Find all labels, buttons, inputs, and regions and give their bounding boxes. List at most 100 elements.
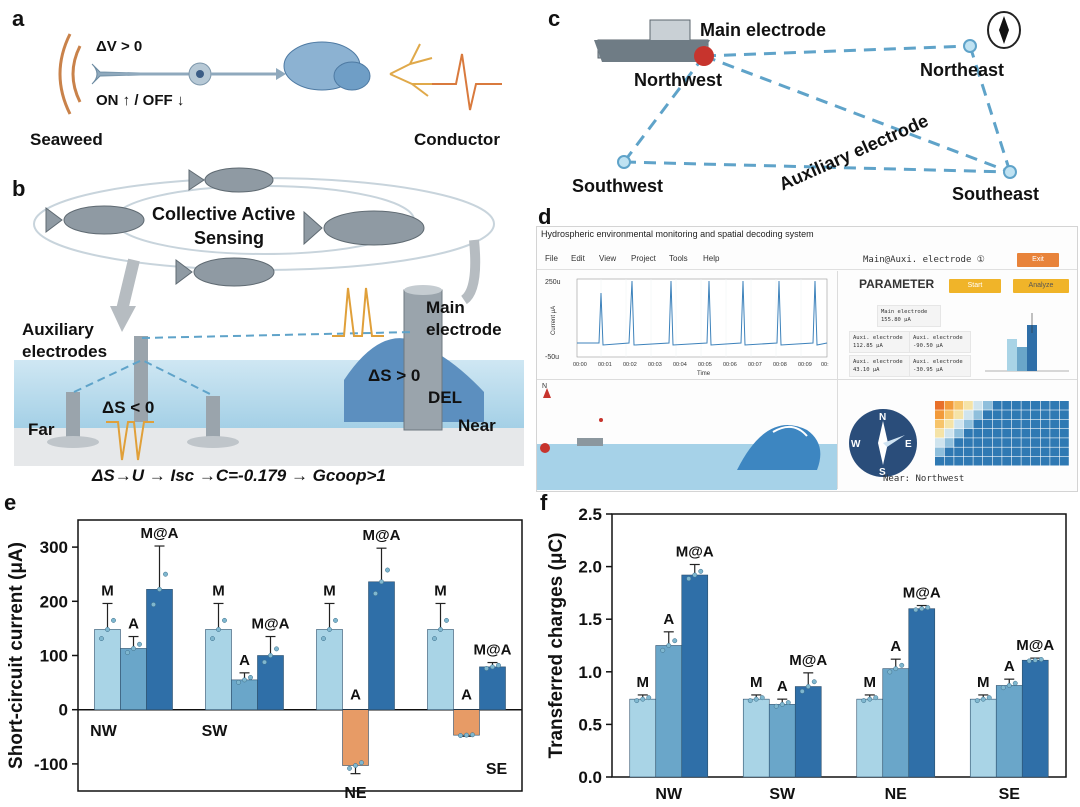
data-point [444, 617, 449, 623]
bar-M-NW [629, 698, 657, 778]
heatmap-cell [1021, 401, 1031, 410]
heatmap [935, 401, 1069, 466]
electrode-title: Main@Auxi. electrode ① [863, 255, 985, 265]
heatmap-cell [1011, 401, 1021, 410]
y-tick-label: 300 [40, 538, 68, 557]
heatmap-cell [1002, 456, 1012, 466]
svg-text:00:: 00: [821, 362, 829, 368]
main-electrode-label: Main electrode [700, 20, 827, 40]
heatmap-cell [935, 447, 944, 457]
heatmap-cell [1040, 419, 1050, 429]
bar-label: M [212, 582, 225, 599]
data-point [496, 662, 501, 668]
heatmap-cell [1031, 401, 1040, 410]
bar-label: M [750, 674, 763, 691]
data-point [268, 653, 273, 658]
data-point [747, 698, 753, 704]
heatmap-cell [944, 419, 954, 429]
data-point [867, 696, 873, 702]
panel-a-illustration [58, 33, 502, 115]
cas-title-1: Collective Active [152, 204, 296, 224]
heatmap-cell [1050, 401, 1060, 410]
data-point [99, 636, 104, 642]
heatmap-cell [983, 456, 992, 466]
monitoring-app-window: Hydrospheric environmental monitoring an… [536, 226, 1078, 492]
exit-button[interactable]: Exit [1017, 253, 1059, 267]
del-label: DEL [428, 388, 462, 407]
onoff-label: ON ↑ / OFF ↓ [96, 92, 185, 109]
southwest-label: Southwest [572, 176, 664, 196]
svg-text:00:03: 00:03 [648, 362, 662, 368]
category-label: SW [202, 723, 229, 740]
heatmap-cell [935, 401, 944, 410]
bar-label: M@A [474, 642, 512, 659]
compass-rose-icon: N E S W [849, 409, 917, 478]
northwest-label: Northwest [634, 70, 723, 90]
heatmap-cell [1021, 419, 1031, 429]
data-point [686, 576, 692, 582]
analyze-button[interactable]: Analyze [1013, 279, 1069, 293]
svg-text:00:01: 00:01 [598, 362, 612, 368]
data-point [137, 641, 142, 647]
panel-d-letter: d [538, 204, 552, 229]
data-point [873, 695, 879, 701]
aux-label-1: Auxiliary [22, 320, 94, 339]
svg-text:S: S [879, 467, 886, 478]
bar-M-NW [94, 629, 121, 710]
bar-M-SW [742, 698, 770, 778]
heatmap-cell [954, 401, 964, 410]
data-point [151, 602, 156, 608]
category-label: NE [344, 785, 367, 802]
heatmap-cell [1050, 438, 1060, 447]
data-point [438, 627, 443, 632]
conductor-label: Conductor [414, 130, 500, 149]
y-axis-label: Current μA [551, 306, 557, 335]
data-point [222, 617, 227, 623]
bar-label: M@A [789, 652, 827, 669]
cas-title-2: Sensing [194, 228, 265, 248]
data-point [333, 617, 338, 623]
menu-project[interactable]: Project [631, 254, 656, 263]
panel-f-letter: f [540, 490, 548, 515]
data-point [672, 638, 678, 644]
bar-label: M@A [252, 616, 290, 633]
heatmap-cell [1021, 428, 1031, 438]
heatmap-cell [1059, 410, 1069, 419]
menu-help[interactable]: Help [703, 254, 720, 263]
data-point [887, 669, 893, 675]
dv-label: ΔV > 0 [96, 38, 143, 55]
heatmap-cell [1040, 428, 1050, 438]
menu-edit[interactable]: Edit [571, 254, 585, 263]
bar-M@A-NW [146, 589, 173, 710]
data-point [913, 607, 919, 613]
near-label: Near [458, 416, 496, 435]
heatmap-cell [935, 419, 944, 429]
heatmap-cell [1031, 447, 1040, 457]
heatmap-cell [954, 419, 964, 429]
heatmap-cell [935, 438, 944, 447]
heatmap-cell [1031, 428, 1040, 438]
heatmap-cell [1002, 428, 1012, 438]
menu-tools[interactable]: Tools [669, 254, 688, 263]
menu-view[interactable]: View [599, 254, 617, 263]
svg-text:00:09: 00:09 [798, 362, 812, 368]
bar-A-NE [882, 668, 910, 778]
svg-text:E: E [905, 439, 912, 450]
main-electrode-box: Main electrode 155.80 μA [877, 305, 941, 327]
heatmap-cell [1031, 410, 1040, 419]
y-tick-label: 0 [59, 701, 68, 720]
ds-negative-label: ΔS < 0 [102, 398, 155, 417]
data-point [980, 696, 986, 702]
data-point [242, 677, 247, 683]
menu-file[interactable]: File [545, 254, 558, 263]
start-button[interactable]: Start [949, 279, 1001, 293]
heatmap-cell [973, 428, 983, 438]
heatmap-cell [992, 410, 1002, 419]
heatmap-cell [973, 456, 983, 466]
y-axis-label: Short-circuit current (μA) [6, 542, 27, 769]
heatmap-cell [935, 410, 944, 419]
category-label: NE [885, 786, 908, 803]
bar-A-NE [342, 709, 369, 766]
heatmap-cell [1011, 410, 1021, 419]
bar-M@A-NE [368, 581, 395, 711]
